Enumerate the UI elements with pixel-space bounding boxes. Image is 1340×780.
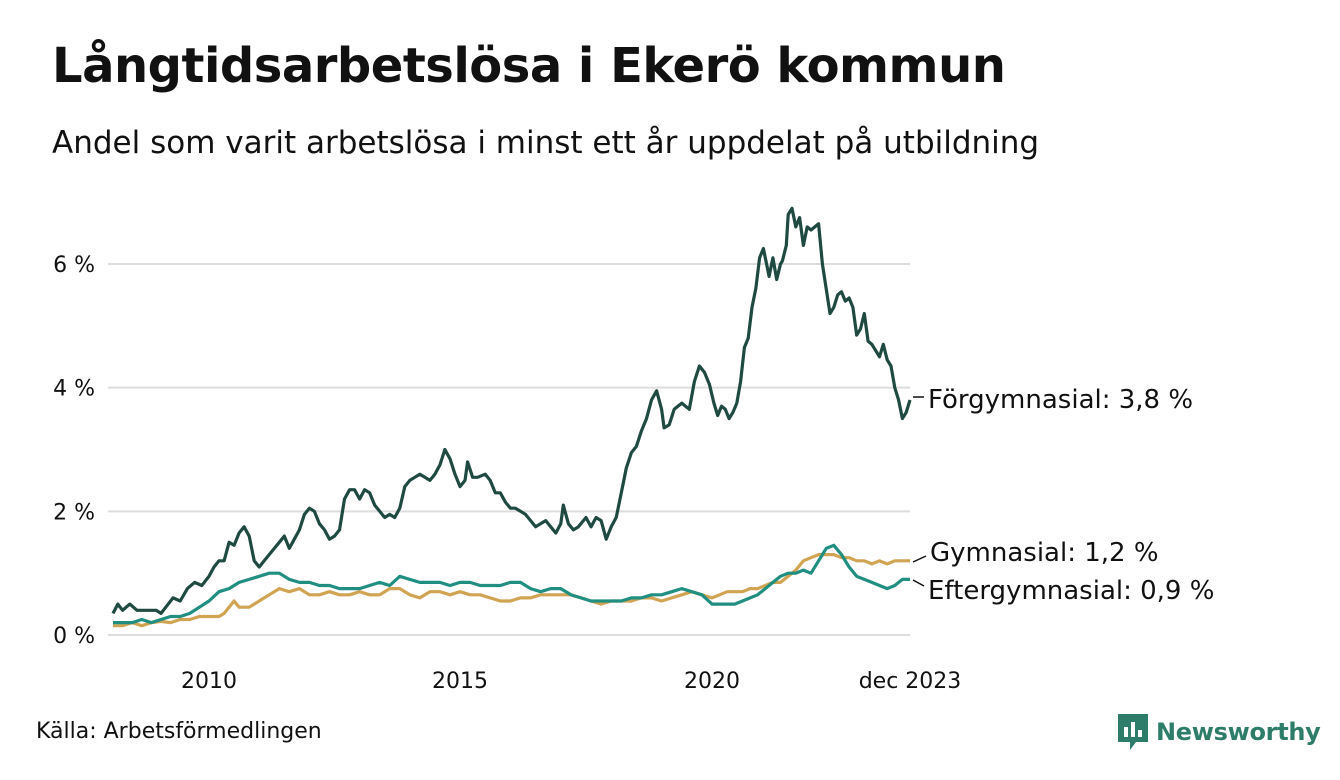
series-line-gymnasial bbox=[113, 553, 910, 628]
series-end-labels: Förgymnasial: 3,8 % Gymnasial: 1,2 % Efter… bbox=[912, 385, 1214, 606]
newsworthy-logo-icon bbox=[1118, 714, 1148, 750]
x-axis-ticks: 2010 2015 2020 dec 2023 bbox=[181, 669, 961, 694]
gridlines bbox=[108, 263, 910, 636]
series-line-förgymnasial bbox=[111, 206, 912, 615]
chart-title: Långtidsarbetslösa i Ekerö kommun bbox=[52, 38, 1006, 94]
label-connector bbox=[912, 579, 925, 587]
x-tick-label: 2020 bbox=[684, 669, 740, 694]
series-label-eftergymnasial: Eftergymnasial: 0,9 % bbox=[928, 576, 1214, 606]
y-tick-label: 6 % bbox=[53, 253, 95, 278]
series-label-förgymnasial: Förgymnasial: 3,8 % bbox=[928, 385, 1193, 415]
source-note: Källa: Arbetsförmedlingen bbox=[36, 719, 322, 744]
y-tick-label: 0 % bbox=[53, 624, 95, 649]
x-tick-label: dec 2023 bbox=[859, 669, 962, 694]
brand-name: Newsworthy bbox=[1156, 718, 1321, 746]
y-axis-ticks: 0 % 2 % 4 % 6 % bbox=[53, 253, 95, 649]
y-tick-label: 2 % bbox=[53, 500, 95, 525]
series-label-gymnasial: Gymnasial: 1,2 % bbox=[930, 538, 1159, 568]
series-line-eftergymnasial bbox=[113, 543, 910, 625]
brand-logo: Newsworthy bbox=[1118, 713, 1321, 751]
series-lines bbox=[111, 206, 912, 628]
x-tick-label: 2010 bbox=[181, 669, 237, 694]
x-tick-label: 2015 bbox=[432, 669, 488, 694]
y-tick-label: 4 % bbox=[53, 377, 95, 402]
label-connector bbox=[912, 555, 927, 563]
chart-subtitle: Andel som varit arbetslösa i minst ett å… bbox=[52, 125, 1040, 161]
